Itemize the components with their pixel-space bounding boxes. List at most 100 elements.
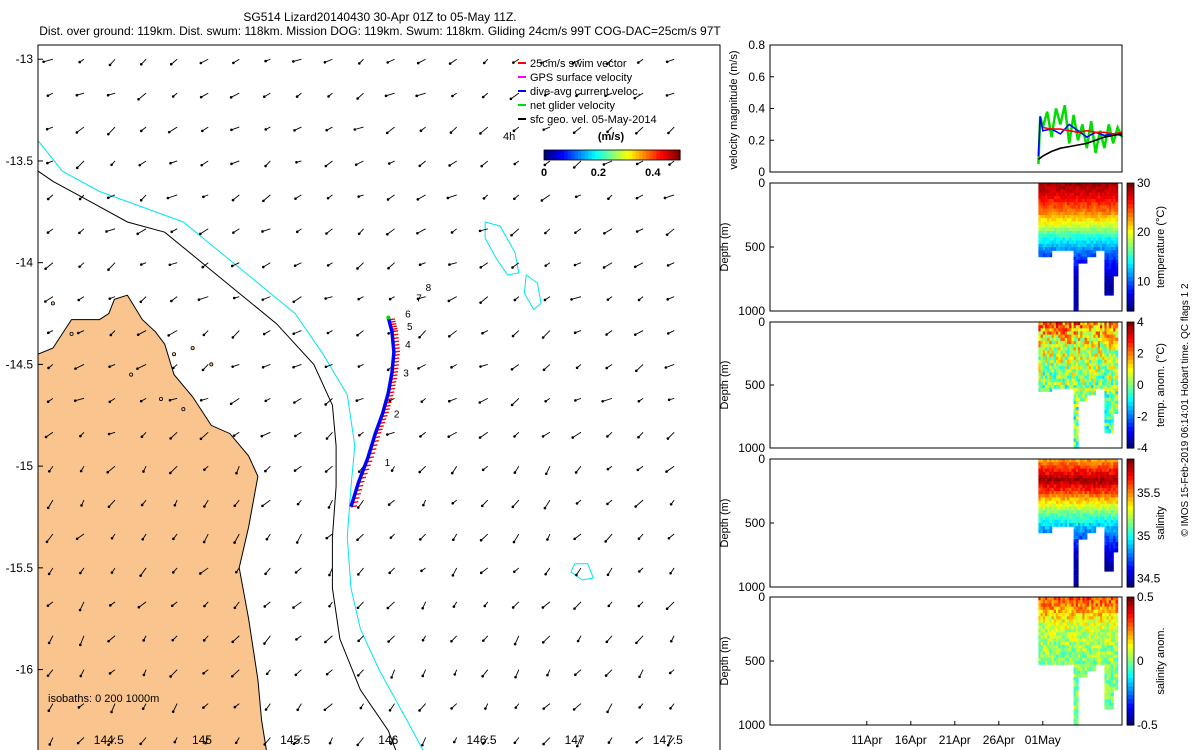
section-cell [1106,410,1110,414]
section-cell [1073,350,1077,355]
section-cell [1093,625,1097,630]
section-cell [1056,366,1059,370]
geo-velocity-arrow-head [42,60,45,64]
section-cell [1111,677,1114,681]
geo-velocity-arrow-head [105,230,108,233]
section-y-tick-label: 0 [758,176,765,190]
section-cell [1058,195,1061,200]
geo-velocity-arrow [354,126,364,130]
velocity-y-tick-label: 0 [758,165,765,179]
section-cell [1069,221,1072,226]
section-cell [1113,471,1116,476]
section-cell [1056,189,1059,194]
section-cell [1084,337,1088,342]
section-cell [1073,189,1077,194]
section-cell [1040,381,1044,386]
section-cell [1060,385,1064,389]
section-cell [1102,375,1105,380]
section-cell [1108,683,1112,688]
geo-velocity-arrow-head [483,604,487,608]
section-cell [1049,195,1053,200]
section-cell [1104,699,1108,704]
section-cell [1113,475,1116,479]
section-cell [1062,622,1066,627]
section-cell [1056,635,1059,640]
section-cell [1097,481,1101,486]
section-cell [1084,218,1088,222]
section-cell [1106,500,1110,505]
section-colorbar-cell [1127,380,1134,386]
section-cell [1113,484,1116,489]
section-cell [1060,648,1064,652]
section-cell [1106,359,1110,364]
geo-velocity-arrow-head [638,570,641,573]
section-cell [1064,331,1068,336]
section-cell [1106,529,1110,534]
section-cell [1075,635,1079,640]
section-cell [1071,322,1075,326]
section-cell [1040,513,1044,518]
geo-velocity-arrow [513,533,520,543]
section-cell [1102,478,1105,482]
section-cell [1051,221,1055,226]
section-cell [1113,385,1116,389]
section-cell [1069,638,1072,643]
geo-velocity-arrow-head [666,332,670,335]
geo-velocity-arrow-head [358,433,361,437]
section-cell [1091,253,1094,258]
section-cell [1078,375,1081,380]
section-cell [1111,218,1114,222]
section-cell [1051,487,1055,492]
section-cell [1093,240,1097,245]
section-cell [1113,227,1116,232]
section-cell [1060,186,1064,190]
geo-velocity-arrow [448,296,457,302]
section-cell [1060,359,1064,364]
geo-velocity-arrow-head [606,467,610,471]
geo-velocity-arrow [541,194,551,201]
section-cell [1108,359,1112,364]
section-cell [1102,632,1105,636]
section-cell [1080,532,1083,537]
section-cell [1086,250,1090,254]
section-cell [1060,378,1064,383]
geo-velocity-arrow-head [323,61,327,64]
section-cell [1086,183,1090,187]
section-cell [1051,322,1055,326]
section-cell [1045,362,1048,367]
section-cell [1091,513,1094,518]
section-cell [1062,340,1066,345]
section-cell [1064,651,1068,656]
section-cell [1067,648,1070,652]
section-cell [1040,227,1044,232]
geo-velocity-arrow [357,92,364,99]
section-cell [1086,503,1090,508]
geo-velocity-arrow [602,397,613,402]
section-cell [1056,362,1059,367]
geo-velocity-arrow-head [606,435,609,438]
section-cell [1056,465,1059,470]
section-cell [1113,616,1116,620]
section-cell [1111,269,1114,274]
section-cell [1060,215,1064,219]
copyright-text: © IMOS 15-Feb-2019 06:14:01 Hobart time.… [1180,283,1191,536]
section-cell [1042,247,1046,251]
section-cell [1102,224,1105,229]
section-cell [1060,503,1064,508]
section-cell [1075,279,1079,283]
section-cell [1071,459,1075,463]
section-cell [1080,328,1083,333]
section-cell [1104,205,1108,210]
section-cell [1051,227,1055,232]
section-cell [1104,291,1108,296]
section-cell [1058,205,1061,210]
section-cell [1093,609,1097,614]
section-cell [1082,325,1086,329]
section-cell [1073,558,1077,562]
section-cell [1040,385,1044,389]
section-cell [1078,231,1081,235]
section-cell [1058,385,1061,389]
section-cell [1040,641,1044,646]
section-cell [1040,503,1044,508]
section-cell [1080,648,1083,652]
